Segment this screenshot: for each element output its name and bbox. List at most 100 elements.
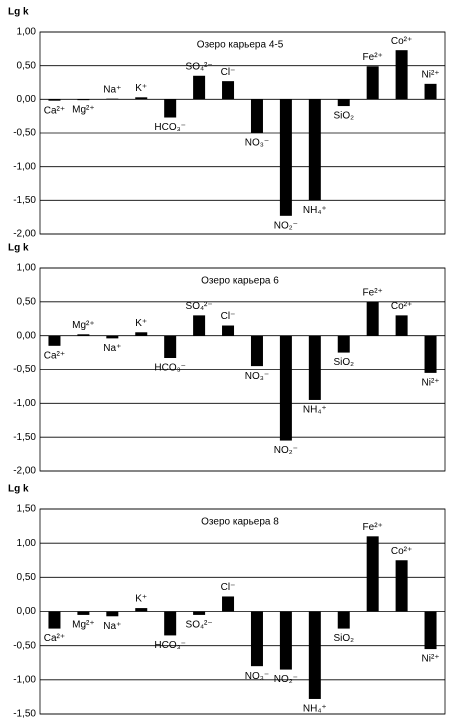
- y-tick-label: 0,00: [17, 330, 37, 341]
- bar: [106, 335, 119, 339]
- y-tick-label: -1,50: [13, 709, 36, 720]
- category-label: HCO₃⁻: [154, 122, 186, 133]
- category-label: NH₄⁺: [303, 205, 327, 216]
- category-label: Fe²⁺: [363, 287, 383, 298]
- bar: [164, 611, 177, 636]
- bar: [164, 99, 177, 118]
- category-label: Ni²⁺: [422, 69, 440, 80]
- bar: [424, 335, 437, 373]
- y-tick-label: -0,50: [13, 640, 36, 651]
- category-label: Ca²⁺: [44, 105, 65, 116]
- bar: [77, 611, 90, 615]
- category-label: K⁺: [135, 594, 147, 605]
- category-label: HCO₃⁻: [154, 640, 186, 651]
- bar: [77, 99, 90, 101]
- category-label: SiO₂: [333, 357, 354, 368]
- y-tick-label: 0,50: [17, 296, 37, 307]
- bar: [279, 99, 292, 216]
- chart-title: Озеро карьера 4-5: [197, 40, 284, 51]
- bar: [424, 83, 437, 100]
- category-label: Mg²⁺: [72, 320, 95, 331]
- category-label: Cl⁻: [221, 67, 236, 78]
- category-label: HCO₃⁻: [154, 363, 186, 374]
- category-label: NO₂⁻: [274, 445, 298, 456]
- bar: [135, 97, 148, 100]
- category-label: Ca²⁺: [44, 633, 65, 644]
- y-axis-label: Lg k: [8, 484, 29, 495]
- bar: [337, 99, 350, 107]
- category-label: Ni²⁺: [422, 654, 440, 665]
- category-label: NH₄⁺: [303, 704, 327, 715]
- category-label: Cl⁻: [221, 311, 236, 322]
- category-label: NO₃⁻: [245, 671, 269, 682]
- category-label: Ca²⁺: [44, 350, 65, 361]
- y-tick-label: 0,50: [17, 60, 37, 71]
- category-label: Mg²⁺: [72, 620, 95, 631]
- y-tick-label: -1,50: [13, 195, 36, 206]
- bar: [193, 611, 206, 615]
- bar: [77, 334, 90, 336]
- category-label: Co²⁺: [391, 36, 412, 47]
- category-label: Fe²⁺: [363, 52, 383, 63]
- category-label: K⁺: [135, 83, 147, 94]
- bar: [193, 75, 206, 100]
- bar: [395, 315, 408, 336]
- chart-title: Озеро карьера 8: [201, 517, 279, 528]
- category-label: Ni²⁺: [422, 378, 440, 389]
- bar: [279, 335, 292, 441]
- y-tick-label: 0,00: [17, 606, 37, 617]
- bar: [222, 596, 235, 612]
- bar: [135, 332, 148, 336]
- category-label: Co²⁺: [391, 301, 412, 312]
- chart-title: Озеро карьера 6: [201, 276, 279, 287]
- bar: [366, 536, 379, 612]
- category-label: Cl⁻: [221, 582, 236, 593]
- y-axis-label: Lg k: [8, 243, 29, 254]
- y-tick-label: 1,00: [17, 538, 37, 549]
- category-label: SO₄²⁻: [186, 620, 213, 631]
- y-tick-label: -2,00: [13, 466, 36, 477]
- category-label: Co²⁺: [391, 546, 412, 557]
- category-label: K⁺: [135, 318, 147, 329]
- y-tick-label: -1,00: [13, 161, 36, 172]
- y-tick-label: -1,00: [13, 674, 36, 685]
- category-label: SiO₂: [333, 633, 354, 644]
- bar: [337, 611, 350, 629]
- bar: [48, 99, 61, 101]
- bar: [308, 99, 321, 201]
- y-tick-label: 1,00: [17, 27, 37, 38]
- y-axis-label: Lg k: [8, 7, 29, 18]
- category-label: Fe²⁺: [363, 522, 383, 533]
- bar: [106, 611, 119, 617]
- bar: [366, 66, 379, 100]
- category-label: Na⁺: [103, 84, 121, 95]
- bar: [395, 560, 408, 612]
- y-tick-label: -0,50: [13, 128, 36, 139]
- y-tick-label: 0,00: [17, 94, 37, 105]
- category-label: NO₂⁻: [274, 220, 298, 231]
- bar: [424, 611, 437, 650]
- bar: [222, 325, 235, 336]
- y-tick-label: -1,50: [13, 432, 36, 443]
- category-label: NO₃⁻: [245, 138, 269, 149]
- y-tick-label: 0,50: [17, 572, 37, 583]
- category-label: Mg²⁺: [72, 105, 95, 116]
- y-tick-label: -1,00: [13, 398, 36, 409]
- y-tick-label: 1,50: [17, 504, 37, 515]
- y-tick-label: -2,00: [13, 229, 36, 240]
- bar: [135, 608, 148, 612]
- bar: [106, 98, 119, 100]
- bar: [48, 611, 61, 629]
- bar: [250, 99, 263, 133]
- category-label: SO₄²⁻: [186, 61, 213, 72]
- category-label: NO₂⁻: [274, 674, 298, 685]
- category-label: SiO₂: [333, 111, 354, 122]
- bar: [164, 335, 177, 358]
- bar: [337, 335, 350, 353]
- bar: [308, 335, 321, 400]
- category-label: NH₄⁺: [303, 405, 327, 416]
- y-tick-label: 1,00: [17, 263, 37, 274]
- bar: [366, 301, 379, 336]
